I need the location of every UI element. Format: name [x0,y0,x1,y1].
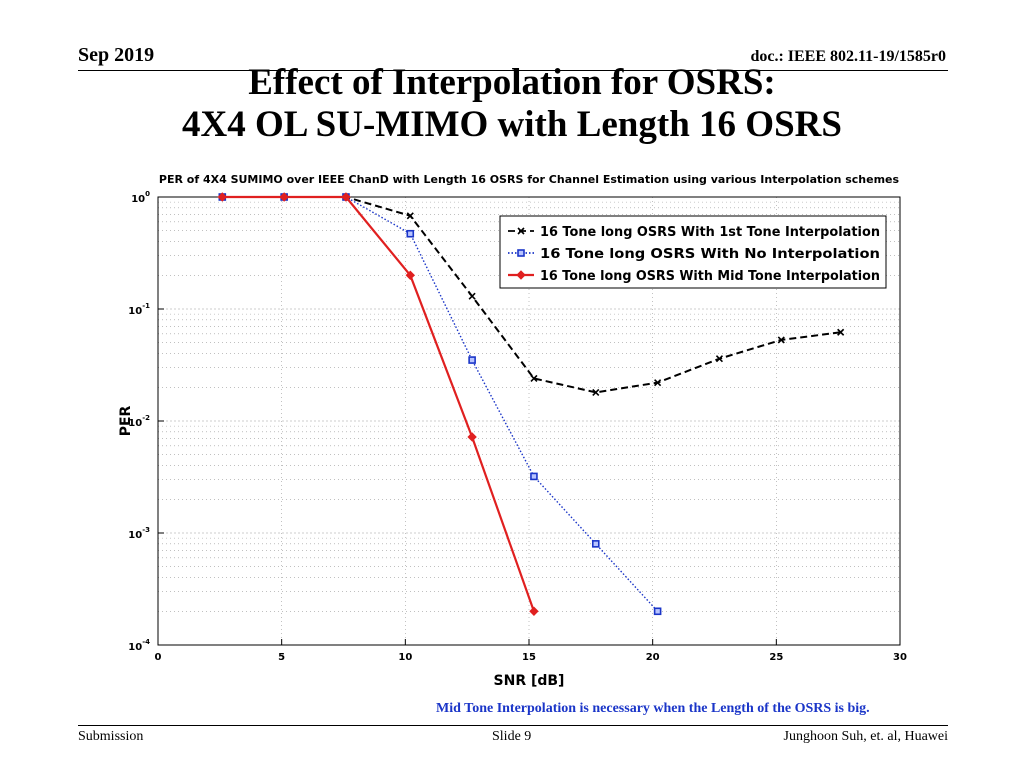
data-point [530,374,538,382]
x-tick-label: 15 [522,652,536,663]
x-axis-label: SNR [dB] [494,673,565,689]
data-point [654,379,662,387]
slide-title-line-2: 4X4 OL SU-MIMO with Length 16 OSRS [182,104,842,145]
header-doc-id: doc.: IEEE 802.11-19/1585r0 [750,48,946,65]
data-point [530,472,538,481]
header-date: Sep 2019 [78,44,155,66]
footer-slide-number: Slide 9 [492,729,532,744]
header-divider [78,70,948,71]
data-point [592,388,600,396]
y-tick-label: 10-3 [128,526,150,541]
data-point [406,212,414,220]
legend-entry: 16 Tone long OSRS With 1st Tone Interpol… [540,225,880,240]
y-tick-label: 10-4 [128,638,150,653]
data-point [591,540,600,548]
data-point [468,356,476,364]
per-vs-snr-chart: PER of 4X4 SUMIMO over IEEE ChanD with L… [118,173,907,689]
y-tick-label: 10-2 [128,414,150,429]
x-tick-label: 10 [398,652,412,663]
x-tick-label: 5 [278,652,285,663]
legend-entry: 16 Tone long OSRS With Mid Tone Interpol… [540,269,880,284]
footer-author: Junghoon Suh, et. al, Huawei [783,729,948,744]
chart-legend: 16 Tone long OSRS With 1st Tone Interpol… [499,215,887,289]
data-point [517,249,525,257]
y-tick-label: 100 [131,190,150,205]
series-line [222,196,659,612]
x-tick-label: 30 [893,652,907,663]
data-point [653,607,662,616]
data-point [516,270,526,280]
data-point [777,336,785,344]
data-point [406,229,415,238]
footer-submission: Submission [78,729,144,744]
data-point [405,270,415,280]
chart-title: PER of 4X4 SUMIMO over IEEE ChanD with L… [159,173,900,186]
x-tick-label: 0 [155,652,162,663]
x-tick-label: 25 [769,652,783,663]
data-point [467,432,477,442]
data-point [715,355,724,363]
legend-box [499,215,887,289]
y-axis-label: PER [118,405,134,436]
data-point [529,606,539,616]
data-point [279,192,289,202]
data-point [517,227,525,235]
data-point [468,292,476,300]
x-tick-label: 20 [646,652,660,663]
y-tick-label: 10-1 [128,302,150,317]
legend-entry: 16 Tone long OSRS With No Interpolation [540,247,880,262]
slide-title: Effect of Interpolation for OSRS: 4X4 OL… [0,62,1024,146]
series-3 [217,192,539,616]
data-point [837,328,845,336]
footer-divider [78,725,948,726]
data-point [341,192,351,202]
series-line [222,195,535,612]
data-point [217,192,228,202]
slide-caption: Mid Tone Interpolation is necessary when… [436,701,870,716]
slide-title-line-1: Effect of Interpolation for OSRS: [248,62,776,103]
